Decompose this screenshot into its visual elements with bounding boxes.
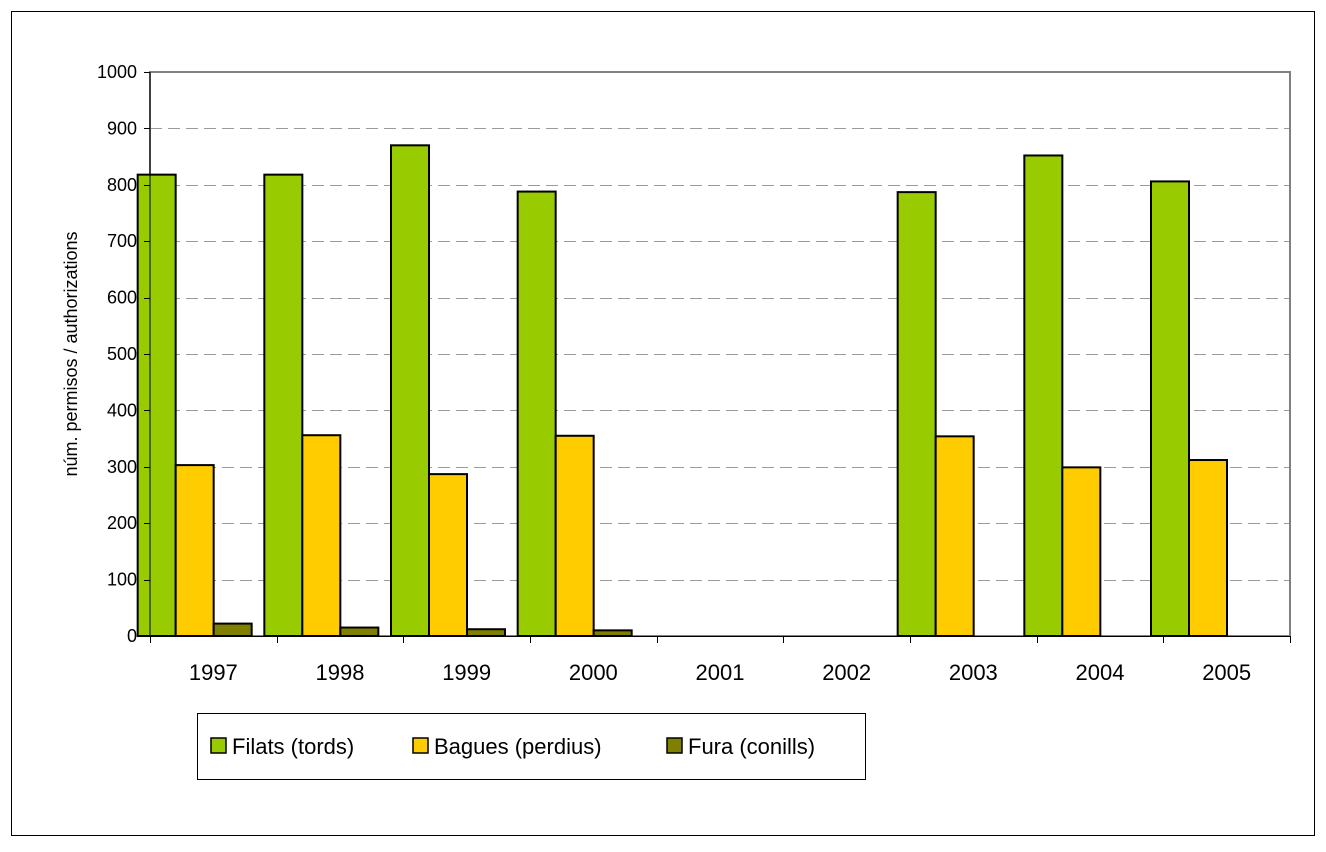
- bar: [896, 191, 937, 638]
- bars: [136, 144, 1228, 638]
- legend-label: Fura (conills): [688, 734, 815, 759]
- x-tick-label: 2001: [696, 660, 745, 685]
- bar: [554, 434, 595, 637]
- y-tick-label: 700: [107, 231, 137, 251]
- x-tick-label: 1997: [189, 660, 238, 685]
- bar: [592, 629, 633, 637]
- bar: [466, 628, 506, 637]
- bar: [136, 173, 177, 637]
- legend-swatch: [412, 737, 429, 754]
- y-tick-label: 800: [107, 175, 137, 195]
- x-tick-label: 2004: [1076, 660, 1125, 685]
- y-tick-label: 200: [107, 513, 137, 533]
- y-tick-label: 600: [107, 288, 137, 308]
- bar: [1150, 180, 1190, 638]
- x-tick-label: 1999: [442, 660, 491, 685]
- bar: [390, 144, 430, 637]
- y-axis-label: núm. permisos / authorizations: [61, 231, 81, 476]
- x-tick-label: 2003: [949, 660, 998, 685]
- bar: [174, 464, 215, 637]
- bar: [263, 173, 304, 637]
- legend-label: Filats (tords): [232, 734, 354, 759]
- y-tick-label: 100: [107, 570, 137, 590]
- bar: [212, 622, 253, 637]
- y-tick-labels: 0 100 200 300 400 500 600 700 800 900 1000: [97, 62, 137, 646]
- y-tick-label: 900: [107, 118, 137, 138]
- bar: [1061, 466, 1102, 638]
- y-tick-label: 400: [107, 400, 137, 420]
- bar: [516, 190, 557, 637]
- y-tick-label: 1000: [97, 62, 137, 82]
- bar: [301, 434, 342, 637]
- chart-border: [11, 11, 1315, 836]
- bar: [934, 435, 975, 637]
- axes: [144, 72, 1291, 643]
- bar: [339, 626, 380, 637]
- bar: [1188, 459, 1228, 638]
- legend-swatch: [210, 737, 227, 754]
- legend: Filats (tords) Bagues (perdius) Fura (coni…: [197, 713, 866, 780]
- x-tick-label: 2002: [822, 660, 871, 685]
- legend-box: [197, 713, 866, 780]
- x-tick-labels: 1997 1998 1999 2000 2001 2002 2003 2004 2005: [189, 660, 1251, 685]
- x-tick-label: 2000: [569, 660, 618, 685]
- legend-label: Bagues (perdius): [434, 734, 602, 759]
- bar: [428, 473, 468, 637]
- y-tick-label: 500: [107, 344, 137, 364]
- legend-swatch: [666, 737, 683, 754]
- y-tick-label: 300: [107, 457, 137, 477]
- x-tick-label: 1998: [316, 660, 365, 685]
- x-tick-label: 2005: [1202, 660, 1251, 685]
- bar: [1023, 154, 1064, 638]
- y-tick-label: 0: [127, 626, 137, 646]
